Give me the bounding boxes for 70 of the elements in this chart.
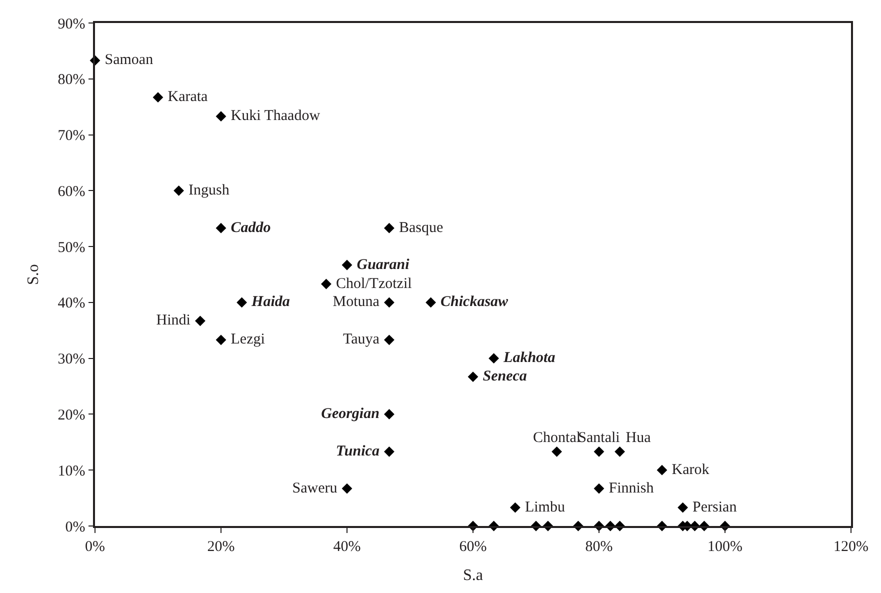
data-label: Lakhota	[500, 350, 559, 366]
x-tick-label: 60%	[459, 538, 487, 555]
point	[594, 483, 604, 494]
point	[384, 222, 394, 234]
y-tick-label: 40%	[58, 296, 86, 312]
y-tick-label: 70%	[58, 128, 86, 144]
x-tick-label: 20%	[207, 538, 235, 555]
point	[594, 446, 604, 457]
point	[678, 502, 688, 513]
data-label: Persian	[688, 499, 740, 516]
y-tick-label: 50%	[58, 240, 86, 256]
y-tick-label: 0%	[65, 519, 86, 536]
y-tick-label: 80%	[58, 72, 86, 88]
y-tick-label: 20%	[58, 407, 86, 424]
point	[384, 446, 394, 457]
data-label: Guarani	[353, 256, 414, 273]
point	[216, 111, 226, 122]
x-tick-label: 100%	[708, 538, 742, 555]
data-label: Caddo	[227, 220, 275, 236]
point	[384, 334, 394, 346]
data-label: Ingush	[184, 182, 234, 198]
point	[468, 372, 478, 382]
data-label: Karok	[668, 462, 713, 478]
point	[236, 297, 247, 308]
x-axis-title: S.a	[463, 566, 483, 584]
point	[614, 446, 625, 457]
data-label: Karata	[164, 89, 212, 106]
point	[510, 502, 520, 513]
data-label: Chol/Tzotzil	[332, 276, 416, 292]
data-label: Chontal	[533, 430, 581, 446]
y-tick-label: 90%	[58, 16, 86, 32]
data-label: Motuna	[329, 294, 384, 310]
point	[195, 316, 206, 326]
data-label: Saweru	[288, 480, 341, 496]
data-label: Samoan	[101, 52, 157, 68]
point	[216, 334, 226, 346]
x-tick-label: 40%	[333, 538, 361, 555]
data-label: Chickasaw	[436, 294, 512, 310]
point	[216, 222, 226, 234]
data-label: Finnish	[605, 480, 658, 496]
data-label: Lezgi	[227, 332, 269, 348]
x-tick-label: 80%	[585, 538, 613, 555]
data-label: Hindi	[152, 312, 194, 329]
data-label: Kuki Thaadow	[227, 108, 324, 124]
point	[342, 483, 352, 494]
data-label: Hua	[626, 430, 652, 446]
point	[342, 260, 352, 270]
point	[174, 185, 184, 196]
point	[321, 278, 332, 290]
y-tick-label: 60%	[58, 184, 86, 200]
point	[384, 297, 394, 308]
data-label: Seneca	[479, 368, 531, 385]
data-label: Georgian	[317, 406, 384, 422]
data-label: Tauya	[340, 332, 384, 348]
data-label: Haida	[248, 294, 294, 310]
point	[152, 92, 164, 103]
x-tick-label: 120%	[834, 538, 868, 555]
data-label: Basque	[395, 220, 447, 236]
point	[426, 297, 436, 308]
y-tick-label: 30%	[58, 352, 86, 368]
point	[656, 464, 668, 476]
y-axis-title: S.o	[25, 264, 42, 285]
point	[488, 353, 499, 364]
data-label: Tunica	[332, 443, 384, 460]
point	[552, 446, 562, 457]
x-tick-label: 0%	[85, 538, 105, 555]
data-label: Limbu	[521, 499, 569, 516]
y-tick-label: 10%	[58, 463, 86, 480]
point	[384, 409, 394, 420]
data-label: Santali	[578, 430, 620, 446]
